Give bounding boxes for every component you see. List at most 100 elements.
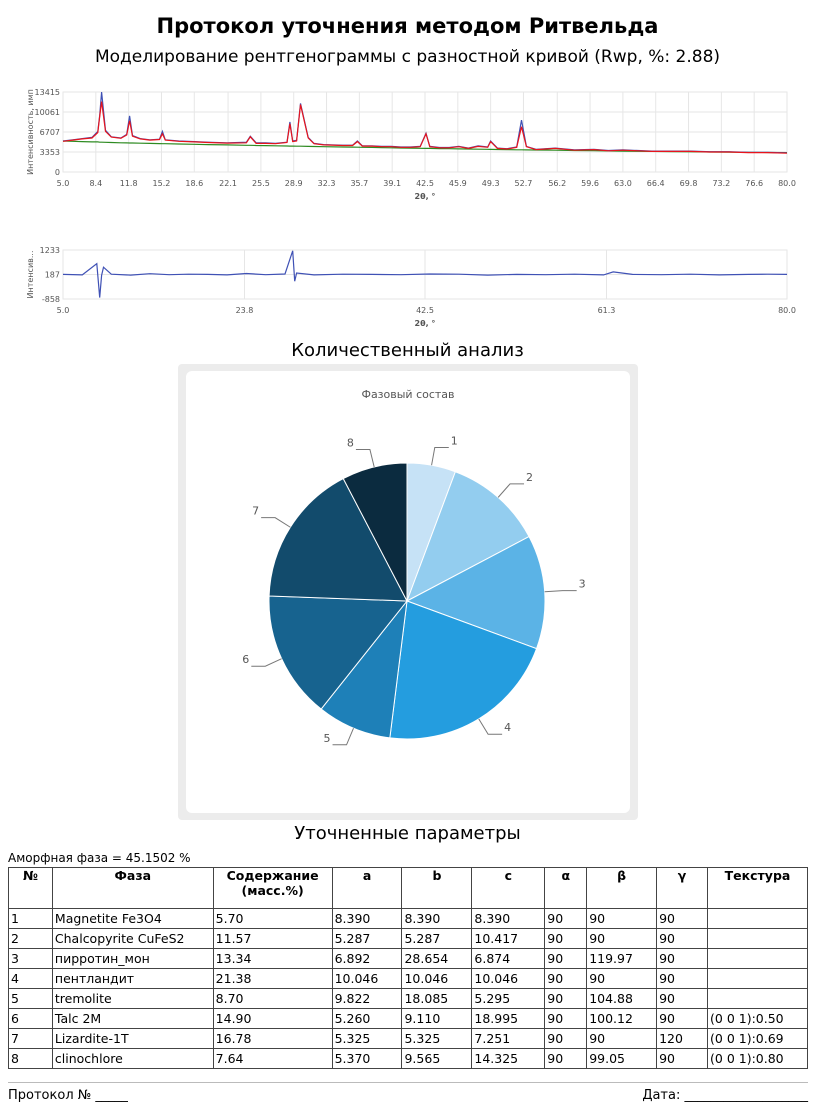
x-tick-label: 76.6	[745, 179, 763, 188]
series-line	[62, 140, 788, 154]
table-cell: 21.38	[212, 968, 333, 989]
table-cell: 5.260	[331, 1008, 403, 1029]
table-cell: 90	[544, 908, 588, 929]
table-cell: 11.57	[212, 928, 333, 949]
table-cell: 10.417	[471, 928, 546, 949]
column-header: №	[8, 867, 53, 909]
x-tick-label: 63.0	[614, 179, 632, 188]
table-cell: 120	[656, 1028, 709, 1049]
x-tick-label: 80.0	[778, 306, 796, 315]
table-cell: 28.654	[401, 948, 473, 969]
table-cell: 9.822	[331, 988, 403, 1009]
column-header: β	[586, 867, 658, 909]
table-cell: Magnetite Fe3O4	[51, 908, 214, 929]
x-tick-label: 49.3	[482, 179, 500, 188]
table-cell: 10.046	[401, 968, 473, 989]
subtitle: Моделирование рентгенограммы с разностно…	[94, 47, 721, 67]
x-tick-label: 59.6	[581, 179, 599, 188]
table-cell: 13.34	[212, 948, 333, 969]
x-tick-label: 61.3	[598, 306, 616, 315]
y-axis-title: Интенсивность, имп	[26, 89, 35, 175]
leader-line	[355, 448, 375, 468]
x-tick-label: 66.4	[647, 179, 665, 188]
x-tick-label: 28.9	[285, 179, 303, 188]
x-tick-label: 73.2	[712, 179, 730, 188]
table-row: 4 пентландит 21.38 10.046 10.046 10.046 90 90 90	[8, 968, 808, 989]
params-table: № Фаза Содержание (масс.%) a b c α β γ Текстура 1…	[8, 867, 808, 1069]
table-cell: 6.892	[331, 948, 403, 969]
x-tick-label: 52.7	[515, 179, 533, 188]
table-cell: 14.325	[471, 1048, 546, 1069]
table-cell: 18.995	[471, 1008, 546, 1029]
table-cell: 7.64	[212, 1048, 333, 1069]
y-tick-label: 6707	[40, 128, 60, 137]
slice-label: 6	[242, 653, 249, 666]
empty-cell	[707, 988, 808, 1009]
table-cell: 18.085	[401, 988, 473, 1009]
table-cell: 90	[586, 1028, 658, 1049]
pie-slice	[389, 600, 538, 740]
table-row: 5 tremolite 8.70 9.822 18.085 5.295 90 104.88 90	[8, 988, 808, 1009]
table-cell: 14.90	[212, 1008, 333, 1029]
x-tick-label: 80.0	[778, 179, 796, 188]
slice-label: 8	[347, 436, 354, 449]
table-cell: 90	[544, 1008, 588, 1029]
slice-label: 2	[526, 471, 533, 484]
table-cell: 90	[586, 968, 658, 989]
table-cell: 2	[8, 928, 53, 949]
table-cell: 8.390	[471, 908, 546, 929]
pie-slice	[268, 477, 408, 602]
x-tick-label: 69.8	[680, 179, 698, 188]
x-tick-label: 35.7	[350, 179, 368, 188]
x-tick-label: 5.0	[57, 306, 70, 315]
leader-line	[251, 658, 282, 667]
table-cell: 90	[656, 1048, 709, 1069]
column-header: c	[471, 867, 546, 909]
column-header: α	[544, 867, 588, 909]
y-tick-label: 1233	[40, 246, 60, 255]
table-cell: 90	[544, 1028, 588, 1049]
protocol-number: Протокол № _____	[8, 1088, 128, 1103]
table-cell: 8	[8, 1048, 53, 1069]
table-cell: 3	[8, 948, 53, 969]
x-axis-title: 2θ, °	[415, 319, 436, 328]
table-cell: 5.70	[212, 908, 333, 929]
x-tick-label: 18.6	[185, 179, 203, 188]
series-line	[62, 250, 788, 298]
table-cell: 90	[544, 948, 588, 969]
y-tick-label: 3353	[40, 148, 60, 157]
x-tick-label: 56.2	[548, 179, 566, 188]
pie-slice	[406, 471, 530, 603]
title: Протокол уточнения методом Ритвельда	[156, 14, 659, 38]
table-cell: 5.295	[471, 988, 546, 1009]
slice-label: 7	[252, 505, 259, 518]
table-cell: 104.88	[586, 988, 658, 1009]
table-cell: 7.251	[471, 1028, 546, 1049]
column-header: b	[401, 867, 473, 909]
table-cell: пентландит	[51, 968, 214, 989]
slice-label: 5	[324, 732, 331, 745]
table-row: 8 clinochlore 7.64 5.370 9.565 14.325 90 99.05 9…	[8, 1048, 808, 1069]
column-header: γ	[656, 867, 709, 909]
column-header: Фаза	[51, 867, 214, 909]
table-cell: 8.390	[331, 908, 403, 929]
table-cell: 4	[8, 968, 53, 989]
table-cell: 6	[8, 1008, 53, 1029]
table-cell: 5.325	[401, 1028, 473, 1049]
table-cell: 90	[656, 948, 709, 969]
x-tick-label: 15.2	[153, 179, 171, 188]
x-tick-label: 11.8	[120, 179, 138, 188]
table-cell: пирротин_мон	[51, 948, 214, 969]
table-cell: 5.325	[331, 1028, 403, 1049]
table-cell: 90	[544, 988, 588, 1009]
table-cell: Chalcopyrite CuFeS2	[51, 928, 214, 949]
y-axis-title: Интенсив...	[26, 251, 35, 299]
table-cell: 8.70	[212, 988, 333, 1009]
table-cell: 90	[544, 928, 588, 949]
leader-line	[497, 483, 525, 498]
x-tick-label: 42.5	[416, 179, 434, 188]
column-header: Текстура	[707, 867, 808, 909]
table-row: 7 Lizardite-1T 16.78 5.325 5.325 7.251 90 90 120…	[8, 1028, 808, 1049]
x-axis-title: 2θ, °	[415, 192, 436, 201]
pie-slice	[342, 462, 408, 602]
